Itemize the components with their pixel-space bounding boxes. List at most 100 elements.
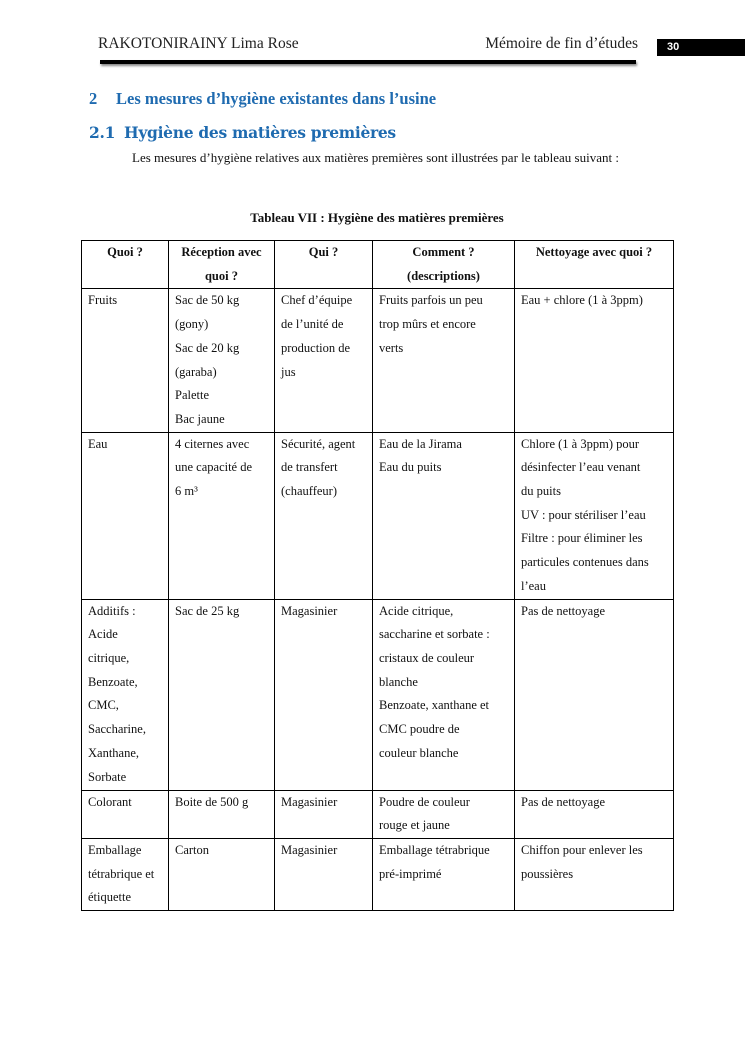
cell-line: Boite de 500 g: [175, 794, 249, 809]
intro-paragraph: Les mesures d’hygiène relatives aux mati…: [132, 150, 619, 165]
section-title: Les mesures d’hygiène existantes dans l’…: [116, 89, 437, 108]
cell-line: Eau du puits: [379, 460, 442, 475]
table-cell: Eau + chlore (1 à 3ppm): [514, 288, 674, 433]
cell-line: poussières: [521, 866, 574, 881]
cell-line: Saccharine,: [88, 722, 146, 737]
cell-line: Pas de nettoyage: [521, 603, 606, 618]
cell-line: Sac de 20 kg: [175, 340, 240, 355]
header-line: Nettoyage avec quoi ?: [535, 245, 653, 259]
cell-line: pré-imprimé: [379, 866, 442, 881]
table-cell: Chlore (1 à 3ppm) pour désinfecter l’eau …: [514, 431, 674, 600]
table-cell: Magasinier: [274, 598, 373, 791]
table-cell: Acide citrique, saccharine et sorbate : cr…: [372, 598, 515, 791]
cell-line: Additifs :: [88, 603, 136, 618]
table-cell: Pas de nettoyage: [514, 789, 674, 840]
cell-line: rouge et jaune: [379, 818, 450, 833]
header-doc-title: Mémoire de fin d’études: [485, 35, 638, 52]
header-author: RAKOTONIRAINY Lima Rose: [98, 35, 299, 52]
table-cell: Magasinier: [274, 838, 373, 912]
cell-line: désinfecter l’eau venant: [521, 460, 641, 475]
subsection-number: 2.1: [89, 123, 116, 142]
table-cell: Fruits parfois un peu trop mûrs et encore…: [372, 288, 515, 433]
table-cell: Emballage tétrabrique pré-imprimé: [372, 838, 515, 912]
subsection-title: Hygiène des matières premières: [124, 123, 396, 142]
table-caption: Tableau VII : Hygiène des matières premi…: [250, 210, 504, 225]
table-cell: Chef d’équipe de l’unité de production de j…: [274, 288, 373, 433]
cell-line: Acide citrique,: [379, 603, 454, 618]
cell-line: UV : pour stériliser l’eau: [521, 507, 646, 522]
cell-line: Magasinier: [281, 794, 338, 809]
header-line: (descriptions): [407, 268, 480, 283]
table-cell: Fruits: [81, 288, 169, 433]
cell-line: Colorant: [88, 794, 132, 809]
column-header: Qui ?: [274, 239, 373, 290]
header-rule: [100, 60, 636, 64]
table-cell: Additifs : Acide citrique, Benzoate, CMC, Sac…: [81, 598, 169, 791]
cell-line: Bac jaune: [175, 411, 225, 426]
cell-line: (gony): [175, 317, 209, 332]
cell-line: Benzoate,: [88, 674, 138, 689]
cell-line: Benzoate, xanthane et: [379, 698, 490, 713]
cell-line: jus: [281, 364, 296, 379]
cell-line: Pas de nettoyage: [521, 794, 606, 809]
cell-line: Acide: [88, 627, 118, 642]
header-line: Qui ?: [308, 245, 339, 259]
cell-line: Chiffon pour enlever les: [521, 843, 643, 858]
table-cell: Eau: [81, 431, 169, 600]
cell-line: Magasinier: [281, 603, 338, 618]
cell-line: l’eau: [521, 578, 546, 593]
cell-line: une capacité de: [175, 460, 253, 475]
cell-line: Carton: [175, 843, 210, 858]
table-row: Fruits Sac de 50 kg (gony) Sac de 20 kg (gar…: [81, 288, 674, 433]
section-heading: 2 Les mesures d’hygiène existantes dans l…: [89, 89, 436, 109]
cell-line: CMC,: [88, 698, 119, 713]
cell-line: 6 m³: [175, 484, 198, 499]
header-line: quoi ?: [204, 268, 238, 283]
cell-line: Eau: [88, 436, 108, 451]
cell-line: Fruits parfois un peu: [379, 293, 483, 308]
table-cell: Eau de la Jirama Eau du puits: [372, 431, 515, 600]
cell-line: Palette: [175, 388, 210, 403]
table-cell: Boite de 500 g: [168, 789, 275, 840]
cell-line: verts: [379, 340, 404, 355]
cell-line: Sorbate: [88, 769, 127, 784]
hygiene-table: Quoi ? Réception avec quoi ? Qui ? Comment ?…: [81, 239, 674, 912]
table-cell: Sac de 50 kg (gony) Sac de 20 kg (garaba) Pa…: [168, 288, 275, 433]
table-cell: Colorant: [81, 789, 169, 840]
cell-line: couleur blanche: [379, 745, 459, 760]
column-header: Quoi ?: [81, 239, 169, 290]
cell-line: Emballage tétrabrique: [379, 843, 490, 858]
cell-line: Sac de 25 kg: [175, 603, 240, 618]
table-cell: Poudre de couleur rouge et jaune: [372, 789, 515, 840]
cell-line: tétrabrique et: [88, 866, 155, 881]
table-cell: Magasinier: [274, 789, 373, 840]
table-row: Additifs : Acide citrique, Benzoate, CMC, Sac…: [81, 598, 674, 791]
cell-line: de transfert: [281, 460, 338, 475]
table-cell: Chiffon pour enlever les poussières: [514, 838, 674, 912]
column-header: Nettoyage avec quoi ?: [514, 239, 674, 290]
column-header: Réception avec quoi ?: [168, 239, 275, 290]
cell-line: cristaux de couleur: [379, 651, 475, 666]
cell-line: Chlore (1 à 3ppm) pour: [521, 436, 640, 451]
table-row: Colorant Boite de 500 g Magasinier Poudre d…: [81, 789, 674, 840]
cell-line: production de: [281, 340, 351, 355]
cell-line: Fruits: [88, 293, 118, 308]
section-number: 2: [89, 89, 98, 108]
cell-line: Sécurité, agent: [281, 436, 356, 451]
cell-line: Sac de 50 kg: [175, 293, 240, 308]
cell-line: particules contenues dans: [521, 555, 649, 570]
cell-line: Emballage: [88, 843, 142, 858]
cell-line: (garaba): [175, 364, 217, 379]
header-line: Quoi ?: [107, 245, 143, 259]
table-cell: Sécurité, agent de transfert (chauffeur): [274, 431, 373, 600]
cell-line: saccharine et sorbate :: [379, 627, 490, 642]
table-row: Eau 4 citernes avec une capacité de 6 m³ Séc…: [81, 431, 674, 600]
header-line: Comment ?: [412, 245, 475, 259]
header-line: Réception avec: [181, 245, 262, 259]
table-cell: Emballage tétrabrique et étiquette: [81, 838, 169, 912]
table-cell: Carton: [168, 838, 275, 912]
page-number: 30: [657, 39, 745, 56]
table-row: Emballage tétrabrique et étiquette Carton Ma…: [81, 838, 674, 912]
cell-line: Filtre : pour éliminer les: [521, 531, 643, 546]
table-cell: Sac de 25 kg: [168, 598, 275, 791]
